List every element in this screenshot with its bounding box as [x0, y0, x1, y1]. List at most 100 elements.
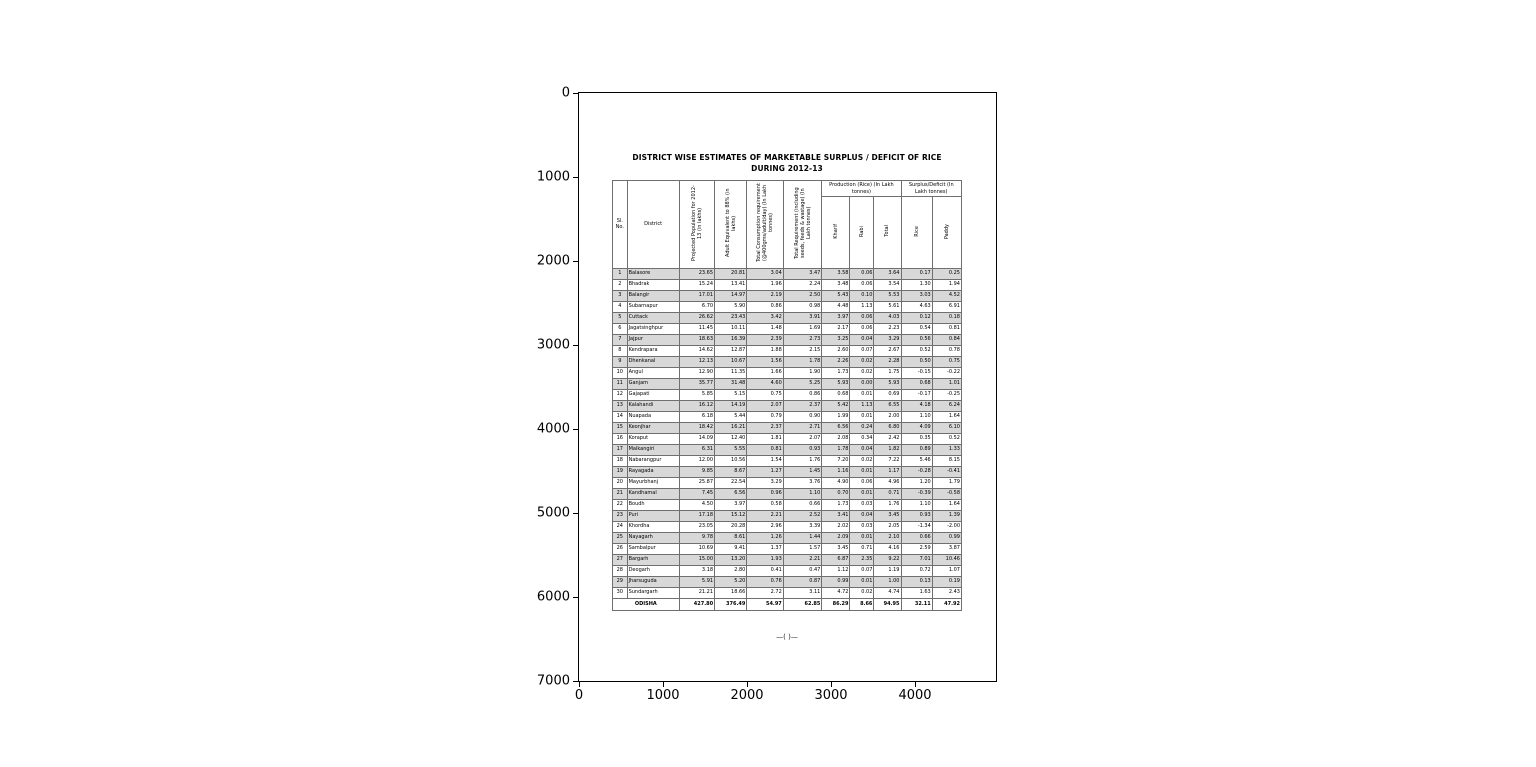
value-cell: 8.15	[931, 455, 963, 467]
value-cell: 0.06	[849, 323, 875, 335]
value-cell: 5.93	[821, 378, 851, 390]
value-cell: 1.20	[900, 477, 933, 489]
total-value-cell: 86.29	[821, 598, 851, 611]
value-cell: 0.13	[900, 576, 933, 588]
value-cell: 2.23	[873, 323, 902, 335]
x-tick-mark	[578, 682, 580, 687]
slno-cell: 7	[612, 334, 628, 346]
value-cell: 9.78	[678, 532, 716, 544]
value-cell: 0.76	[746, 576, 784, 588]
header-total-requirement-label: Total Requirement (including seeds, feed…	[793, 187, 812, 260]
district-cell: Nabarangpur	[626, 455, 680, 467]
value-cell: 2.42	[873, 433, 902, 445]
slno-cell: 4	[612, 301, 628, 313]
x-tick-mark	[914, 682, 916, 687]
value-cell: 23.43	[714, 312, 748, 324]
header-surplus-group: Surplus/Deficit (In Lakh tonnes)	[900, 180, 962, 197]
value-cell: 12.87	[714, 345, 748, 357]
value-cell: 18.63	[678, 334, 716, 346]
value-cell: -0.25	[931, 389, 963, 401]
district-cell: Mayurbhanj	[626, 477, 680, 489]
slno-cell: 10	[612, 367, 628, 379]
slno-cell: 26	[612, 543, 628, 555]
value-cell: 3.48	[821, 279, 851, 291]
value-cell: 0.90	[782, 411, 823, 423]
value-cell: 3.97	[714, 499, 748, 511]
district-cell: Balangir	[626, 290, 680, 302]
value-cell: 0.66	[782, 499, 823, 511]
value-cell: -0.58	[931, 488, 963, 500]
slno-cell: 30	[612, 587, 628, 599]
value-cell: 22.54	[714, 477, 748, 489]
district-cell: Jagatsinghpur	[626, 323, 680, 335]
value-cell: 0.86	[746, 301, 784, 313]
value-cell: -0.39	[900, 488, 933, 500]
value-cell: 8.61	[714, 532, 748, 544]
value-cell: 0.03	[849, 499, 875, 511]
slno-cell: 20	[612, 477, 628, 489]
table-row: 20 Mayurbhanj 25.87 22.54 3.29 3.76 4.90 0.06 4.…	[612, 477, 963, 489]
x-tick-mark	[662, 682, 664, 687]
header-row-sub: Kharif Rabi Total Rice Paddy	[613, 196, 963, 269]
district-cell: Deogarh	[626, 565, 680, 577]
value-cell: 0.81	[931, 323, 963, 335]
value-cell: 1.99	[821, 411, 851, 423]
value-cell: 3.25	[821, 334, 851, 346]
y-tick-label: 2000	[536, 253, 570, 269]
table-row: 14 Nuapada 6.18 5.44 0.79 0.90 1.99 0.01 2.00 1.1…	[612, 411, 963, 423]
value-cell: 0.35	[900, 433, 933, 445]
value-cell: -0.28	[900, 466, 933, 478]
value-cell: 7.45	[678, 488, 716, 500]
value-cell: 2.17	[821, 323, 851, 335]
x-tick-label: 0	[574, 688, 584, 703]
header-district: District	[626, 180, 680, 269]
header-production-group: Production (Rice) (In Lakh tonnes)	[821, 180, 902, 197]
value-cell: 3.18	[678, 565, 716, 577]
y-tick-mark	[573, 596, 578, 598]
value-cell: 2.96	[746, 521, 784, 533]
value-cell: 23.65	[678, 268, 716, 280]
header-total-consumption: Total Consumption requirement (@400gms/a…	[746, 180, 784, 269]
value-cell: 0.93	[782, 444, 823, 456]
value-cell: 0.58	[746, 499, 784, 511]
value-cell: -0.22	[931, 367, 963, 379]
y-tick-label: 5000	[536, 505, 570, 521]
value-cell: 3.47	[782, 268, 823, 280]
value-cell: 0.02	[849, 356, 875, 368]
district-cell: Kendrapara	[626, 345, 680, 357]
value-cell: 1.81	[746, 433, 784, 445]
surplus-deficit-table-wrap: Sl. No. District Projected Population fo…	[612, 180, 963, 611]
table-row: 5 Cuttack 26.62 23.43 3.42 3.91 3.97 0.06 4.03 0.…	[612, 312, 963, 324]
value-cell: 10.69	[678, 543, 716, 555]
value-cell: 6.70	[678, 301, 716, 313]
value-cell: 0.52	[900, 345, 933, 357]
value-cell: 16.12	[678, 400, 716, 412]
value-cell: 3.39	[782, 521, 823, 533]
value-cell: 4.09	[900, 422, 933, 434]
value-cell: 12.00	[678, 455, 716, 467]
slno-cell: 29	[612, 576, 628, 588]
slno-cell: 14	[612, 411, 628, 423]
header-rabi: Rabi	[849, 196, 875, 269]
value-cell: 0.34	[849, 433, 875, 445]
value-cell: 2.07	[782, 433, 823, 445]
slno-cell: 1	[612, 268, 628, 280]
header-sl-no: Sl. No.	[612, 180, 628, 269]
value-cell: 1.64	[931, 411, 963, 423]
district-cell: Angul	[626, 367, 680, 379]
slno-cell: 3	[612, 290, 628, 302]
value-cell: 6.56	[821, 422, 851, 434]
value-cell: 0.54	[900, 323, 933, 335]
total-value-cell: 94.95	[873, 598, 902, 611]
value-cell: 10.56	[714, 455, 748, 467]
value-cell: 3.87	[931, 543, 963, 555]
value-cell: 0.69	[873, 389, 902, 401]
value-cell: 0.47	[782, 565, 823, 577]
plot-area: DISTRICT WISE ESTIMATES OF MARKETABLE SU…	[537, 86, 997, 703]
value-cell: 18.66	[714, 587, 748, 599]
value-cell: 14.97	[714, 290, 748, 302]
district-cell: Gajapati	[626, 389, 680, 401]
y-tick-mark	[573, 680, 578, 682]
header-total-label: Total	[884, 225, 891, 238]
value-cell: 0.06	[849, 477, 875, 489]
